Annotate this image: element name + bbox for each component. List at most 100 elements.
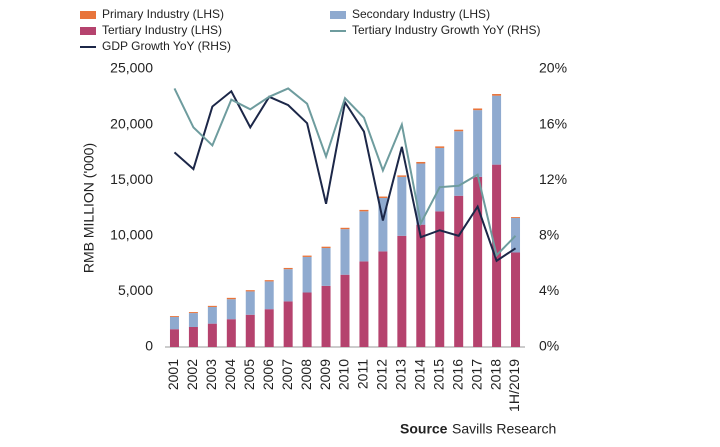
- source-label: Source: [400, 421, 448, 437]
- bar-segment: [416, 224, 426, 347]
- bar-segment: [340, 229, 350, 275]
- bar-segment: [511, 218, 521, 253]
- bar-segment: [492, 95, 502, 165]
- bar-segment: [188, 312, 198, 314]
- bar-segment: [416, 163, 426, 225]
- line-series: [173, 87, 517, 258]
- bar-segment: [492, 94, 502, 96]
- bar-segment: [397, 176, 407, 236]
- bar-segment: [454, 131, 464, 196]
- x-tick-label: 2018: [487, 359, 503, 390]
- x-tick-label: 2012: [374, 359, 390, 390]
- bar-segment: [359, 209, 369, 212]
- x-tick-label: 2014: [411, 359, 427, 390]
- bar-segment: [207, 323, 217, 347]
- x-tick-label: 2013: [393, 359, 409, 390]
- y-tick-label: 10,000: [110, 227, 153, 243]
- y2-tick-label: 16%: [539, 115, 567, 131]
- bar-segment: [264, 280, 274, 282]
- legend-label: Tertiary Industry (LHS): [102, 23, 222, 37]
- y2-tick-label: 12%: [539, 171, 567, 187]
- x-tick-label: 2001: [165, 359, 181, 390]
- x-tick-label: 2008: [298, 359, 314, 390]
- x-tick-label: 2002: [184, 359, 200, 390]
- legend-label: Primary Industry (LHS): [102, 7, 224, 21]
- y-tick-label: 20,000: [110, 115, 153, 131]
- bar-segment: [397, 235, 407, 347]
- bar-segment: [245, 291, 255, 315]
- y-tick-label: 0: [145, 338, 153, 354]
- bar-segment: [302, 255, 312, 257]
- bar-segment: [454, 129, 464, 132]
- bar-segment: [321, 248, 331, 286]
- bar-segment: [511, 252, 521, 347]
- bar-segment: [226, 299, 236, 320]
- y-axis-label: RMB MILLION ('000): [81, 143, 97, 273]
- bar-segment: [264, 309, 274, 347]
- bar-segment: [226, 319, 236, 347]
- x-tick-label: 2006: [260, 359, 276, 390]
- y-tick-label: 15,000: [110, 171, 153, 187]
- bar-segment: [359, 211, 369, 262]
- bar-segment: [188, 326, 198, 347]
- bar-segment: [340, 227, 350, 230]
- y-tick-label: 5,000: [118, 282, 153, 298]
- source-text: Savills Research: [452, 421, 556, 437]
- bar-segment: [435, 146, 445, 148]
- bar-segment: [226, 297, 236, 300]
- bar-segment: [473, 110, 483, 177]
- bar-segment: [245, 290, 255, 292]
- y2-tick-label: 8%: [539, 227, 559, 243]
- bar-segment: [321, 246, 331, 249]
- bar-segment: [188, 313, 198, 327]
- x-tick-label: 2004: [222, 359, 238, 390]
- bar-segment: [473, 176, 483, 347]
- bar-segment: [473, 108, 483, 111]
- bar-segment: [169, 316, 179, 317]
- bar-segment: [283, 269, 293, 302]
- line-series: [173, 89, 517, 263]
- bar-segment: [207, 306, 217, 324]
- legend-swatch: [80, 27, 96, 35]
- bar-segment: [416, 161, 426, 164]
- bar-segment: [283, 301, 293, 347]
- bar-segment: [378, 251, 388, 347]
- bar-segment: [435, 147, 445, 212]
- x-tick-label: 2009: [317, 359, 333, 390]
- y-tick-label: 25,000: [110, 60, 153, 76]
- x-tick-label: 1H/2019: [506, 359, 522, 412]
- y2-tick-label: 4%: [539, 282, 559, 298]
- bar-segment: [169, 329, 179, 347]
- y2-tick-label: 20%: [539, 60, 567, 76]
- x-tick-label: 2010: [336, 359, 352, 390]
- bar-segment: [511, 217, 521, 219]
- x-tick-label: 2007: [279, 359, 295, 390]
- bar-segment: [302, 292, 312, 347]
- bar-segment: [245, 314, 255, 347]
- legend-label: Tertiary Industry Growth YoY (RHS): [352, 23, 541, 37]
- bar-segment: [378, 197, 388, 252]
- bar-segment: [378, 196, 388, 198]
- bar-segment: [283, 267, 293, 270]
- x-tick-label: 2015: [430, 359, 446, 390]
- y2-tick-label: 0%: [539, 338, 559, 354]
- bar-segment: [302, 256, 312, 293]
- bar-segment: [321, 285, 331, 347]
- bar-segment: [397, 175, 407, 177]
- x-tick-label: 2011: [355, 359, 371, 389]
- bar-segment: [169, 316, 179, 330]
- legend-label: Secondary Industry (LHS): [352, 7, 490, 21]
- legend-swatch: [80, 11, 96, 19]
- bar-segment: [340, 274, 350, 347]
- x-tick-label: 2016: [449, 359, 465, 390]
- bar-segment: [454, 195, 464, 347]
- x-tick-label: 2003: [203, 359, 219, 390]
- bar-segment: [359, 261, 369, 347]
- x-tick-label: 2017: [468, 359, 484, 390]
- bar-segment: [207, 305, 217, 307]
- legend-label: GDP Growth YoY (RHS): [102, 39, 231, 53]
- x-tick-label: 2005: [241, 359, 257, 390]
- bar-segment: [264, 281, 274, 310]
